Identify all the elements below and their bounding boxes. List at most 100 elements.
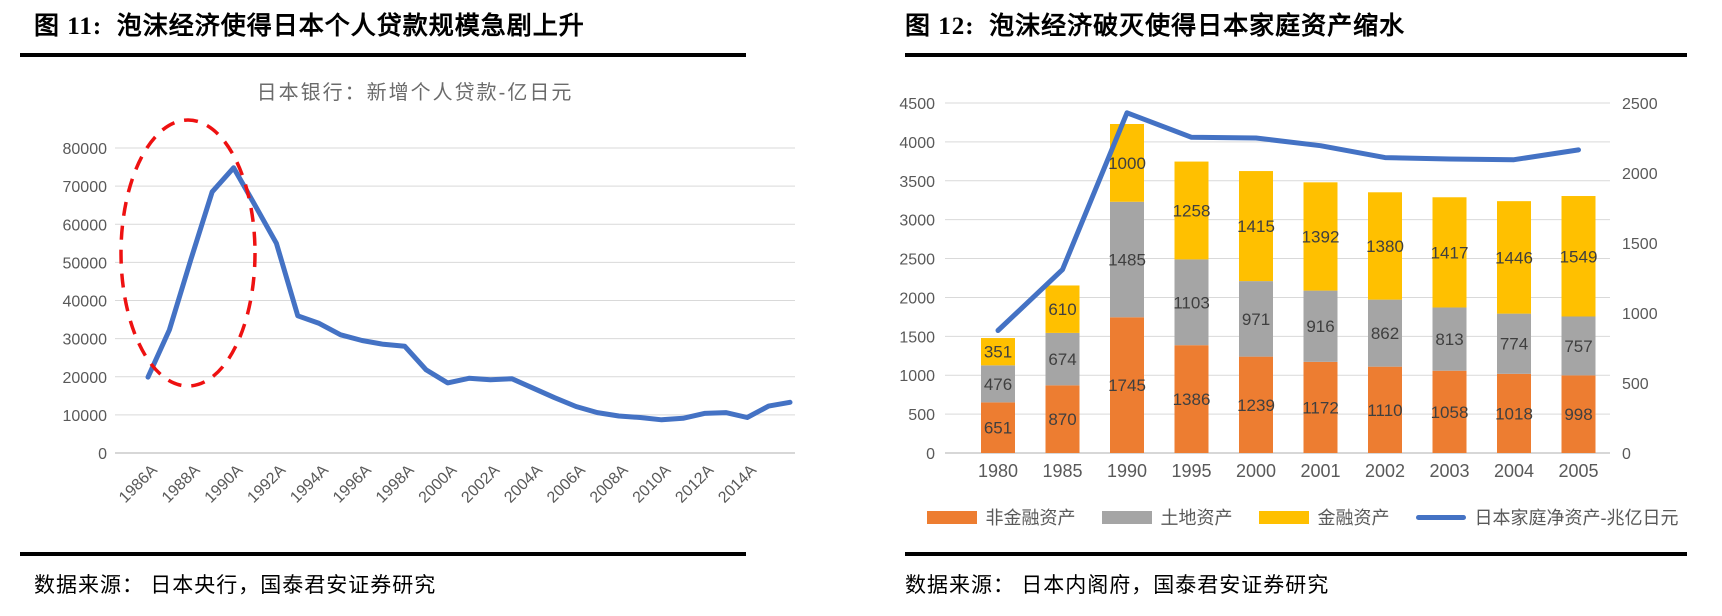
y-tick-label: 30000 (63, 332, 108, 349)
chart-legend: 非金融资产 土地资产 金融资产 日本家庭净资产-兆亿日元 (905, 503, 1700, 531)
category-label: 1985 (1042, 461, 1082, 481)
bar-value-label: 1386 (1173, 390, 1211, 409)
figure11-title: 图 11: 泡沫经济使得日本个人贷款规模急剧上升 (34, 13, 585, 40)
bar-segment (1174, 259, 1209, 346)
category-label: 2003 (1429, 461, 1469, 481)
bar-segment (1045, 332, 1080, 386)
bar-value-label: 1110 (1367, 401, 1402, 420)
bar-value-label: 1485 (1108, 251, 1146, 270)
bar-value-label: 351 (984, 343, 1012, 362)
bar-value-label: 774 (1500, 335, 1528, 354)
bar-value-label: 1549 (1560, 247, 1598, 266)
y-tick-label: 10000 (63, 408, 108, 425)
loan-line-chart: 0 10000 20000 30000 40000 50000 60000 70000 8000… (63, 118, 795, 507)
x-tick-label: 2014A (715, 462, 760, 507)
bar-value-label: 674 (1048, 350, 1076, 369)
category-label: 2002 (1365, 461, 1405, 481)
bar-value-label: 1018 (1495, 404, 1533, 423)
right-y-tick-label: 2000 (1622, 166, 1658, 183)
x-tick-label: 2008A (587, 462, 632, 507)
x-tick-label: 1994A (287, 462, 332, 507)
y-tick-label: 40000 (63, 294, 108, 311)
bar-segment (1239, 356, 1273, 453)
x-tick-label: 2004A (501, 462, 546, 507)
bar-segment (1045, 285, 1080, 333)
category-label: 2000 (1236, 461, 1276, 481)
left-y-tick-label: 4500 (899, 96, 935, 113)
x-tick-label: 1992A (244, 462, 289, 507)
bar-segment (1497, 373, 1531, 453)
bar-value-label: 862 (1371, 324, 1399, 343)
x-tick-label: 1998A (373, 462, 418, 507)
bar-segment (1561, 316, 1596, 376)
figure12-source: 数据来源： 日本内阁府，国泰君安证券研究 (905, 573, 1330, 597)
bar-segment (981, 402, 1015, 453)
x-tick-label: 1988A (159, 462, 204, 507)
legend-item: 土地资产 (1101, 504, 1233, 530)
bar-segment (1174, 345, 1209, 453)
x-tick-label: 1990A (202, 462, 247, 507)
bar-segment (1239, 171, 1273, 282)
left-y-tick-label: 3000 (899, 213, 935, 230)
bar-segment (1497, 201, 1531, 314)
bar-segment (1368, 299, 1402, 367)
net-assets-line-series (995, 110, 1581, 333)
bar-segment (1110, 201, 1144, 318)
x-tick-label: 2010A (630, 462, 675, 507)
y-tick-label: 60000 (63, 217, 108, 234)
category-label: 2005 (1558, 461, 1598, 481)
x-tick-label: 2012A (672, 462, 717, 507)
bar-value-label: 610 (1048, 300, 1076, 319)
bar-value-label: 971 (1242, 310, 1270, 329)
y-tick-label: 50000 (63, 255, 108, 272)
bar-segment (1303, 290, 1338, 362)
left-y-tick-label: 1000 (899, 368, 935, 385)
bar-segment (1110, 317, 1144, 453)
household-assets-chart: 0 500 1000 1500 2000 2500 3000 3500 4000 4500 0 500… (899, 96, 1658, 481)
bar-segment (981, 338, 1015, 366)
figure12-title-rule (905, 53, 1687, 57)
loan-line-series (145, 165, 793, 423)
bar-segment (1432, 370, 1467, 453)
bar-segment (1303, 361, 1338, 453)
category-label: 1980 (978, 461, 1018, 481)
bar-segment (1239, 281, 1273, 357)
legend-item: 日本家庭净资产-兆亿日元 (1415, 504, 1679, 530)
bar-segment (981, 365, 1015, 403)
bar-value-label: 476 (984, 375, 1012, 394)
right-y-tick-label: 2500 (1622, 96, 1658, 113)
figure11-title-rule (20, 53, 746, 57)
bar-segment (1303, 182, 1338, 291)
bar-value-label: 1239 (1237, 396, 1275, 415)
x-tick-label: 1996A (330, 462, 375, 507)
legend-bar-marker (926, 510, 977, 524)
category-label: 2001 (1300, 461, 1340, 481)
bar-segment (1432, 197, 1467, 308)
bar-segment (1561, 196, 1596, 317)
figure11-source: 数据来源： 日本央行，国泰君安证券研究 (34, 573, 437, 597)
legend-bar-marker (1258, 510, 1309, 524)
y-tick-label: 80000 (63, 141, 108, 158)
legend-label: 土地资产 (1160, 508, 1233, 528)
x-tick-label: 2006A (544, 462, 589, 507)
y-tick-label: 0 (98, 446, 107, 463)
bar-value-label: 1380 (1366, 237, 1404, 256)
bar-value-label: 1745 (1108, 376, 1146, 395)
bar-value-label: 651 (984, 419, 1012, 438)
category-label: 2004 (1494, 461, 1534, 481)
x-tick-label: 2000A (416, 462, 461, 507)
bar-value-label: 1172 (1302, 398, 1339, 417)
right-y-tick-label: 500 (1622, 376, 1649, 393)
y-tick-label: 70000 (63, 179, 108, 196)
left-y-tick-label: 4000 (899, 135, 935, 152)
left-y-tick-label: 2500 (899, 252, 935, 269)
figure12-title: 图 12: 泡沫经济破灭使得日本家庭资产缩水 (905, 13, 1406, 40)
left-y-tick-label: 2000 (899, 290, 935, 307)
bar-value-label: 1392 (1302, 227, 1340, 246)
figure12-footer-rule (905, 552, 1687, 556)
bar-value-label: 1417 (1431, 243, 1469, 262)
bar-segment (1368, 366, 1402, 453)
legend-line-marker (1415, 514, 1466, 520)
left-y-tick-label: 1500 (899, 329, 935, 346)
